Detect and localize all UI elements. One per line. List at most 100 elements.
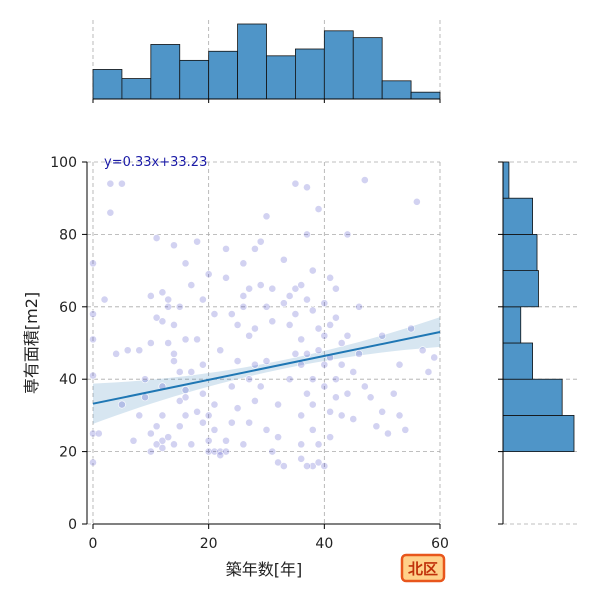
scatter-points xyxy=(89,176,439,470)
scatter-point-156 xyxy=(343,389,352,398)
scatter-point-126 xyxy=(308,462,317,470)
scatter-point-65 xyxy=(204,270,213,279)
scatter-point-15 xyxy=(135,411,144,420)
scatter-point-153 xyxy=(337,411,346,420)
scatter-point-39 xyxy=(164,433,173,442)
scatter-point-73 xyxy=(222,436,230,445)
scatter-point-13 xyxy=(123,346,132,355)
scatter-point-92 xyxy=(256,281,265,289)
scatter-point-131 xyxy=(314,205,323,213)
top-hist-bar-5 xyxy=(237,23,267,100)
scatter-point-77 xyxy=(233,357,242,365)
scatter-point-96 xyxy=(268,284,277,293)
scatter-point-95 xyxy=(262,357,271,365)
regression-line-group xyxy=(92,331,441,405)
y-tick-label-3: 60 xyxy=(59,300,77,316)
top-hist-bar-11 xyxy=(410,91,441,100)
scatter-point-12 xyxy=(118,400,126,409)
scatter-point-146 xyxy=(331,284,340,293)
y-tick-label-0: 0 xyxy=(68,517,77,533)
scatter-point-2 xyxy=(94,429,103,438)
scatter-point-46 xyxy=(198,360,207,369)
scatter-point-148 xyxy=(320,299,329,308)
scatter-point-32 xyxy=(181,386,190,394)
scatter-point-62 xyxy=(193,407,201,416)
scatter-point-40 xyxy=(170,440,178,449)
scatter-point-98 xyxy=(274,400,282,409)
scatter-point-174 xyxy=(378,331,387,340)
scatter-point-80 xyxy=(245,284,254,293)
top-hist-bar-6 xyxy=(266,55,296,100)
scatter-point-158 xyxy=(355,302,363,311)
scatter-point-171 xyxy=(424,368,433,376)
scatter-point-44 xyxy=(193,237,201,246)
scatter-point-79 xyxy=(239,302,248,311)
scatter-point-172 xyxy=(430,353,439,362)
scatter-point-71 xyxy=(222,447,230,456)
scatter-point-74 xyxy=(227,418,236,427)
scatter-point-157 xyxy=(349,415,358,423)
scatter-point-30 xyxy=(175,397,184,405)
top-hist-bar-3 xyxy=(179,59,210,100)
scatter-point-144 xyxy=(326,273,335,282)
scatter-point-151 xyxy=(331,313,340,322)
scatter-point-165 xyxy=(389,389,398,398)
x-tick-label-0: 0 xyxy=(89,536,98,552)
scatter-point-93 xyxy=(262,212,271,221)
scatter-point-141 xyxy=(320,360,329,369)
scatter-point-55 xyxy=(152,313,161,322)
scatter-point-102 xyxy=(251,360,259,369)
scatter-point-164 xyxy=(384,429,392,438)
scatter-point-25 xyxy=(164,302,173,311)
scatter-point-124 xyxy=(303,389,311,398)
scatter-point-33 xyxy=(181,335,190,344)
scatter-point-170 xyxy=(418,346,427,355)
scatter-point-112 xyxy=(291,284,300,293)
scatter-point-81 xyxy=(245,375,254,384)
right-hist-bar-4 xyxy=(502,342,533,380)
scatter-point-69 xyxy=(210,447,219,456)
scatter-point-161 xyxy=(366,393,375,402)
scatter-point-105 xyxy=(268,447,277,456)
scatter-point-7 xyxy=(100,295,109,304)
scatter-point-163 xyxy=(378,407,387,416)
scatter-point-78 xyxy=(239,259,248,268)
scatter-point-166 xyxy=(395,360,404,369)
scatter-point-97 xyxy=(268,317,277,326)
scatter-point-11 xyxy=(112,349,121,358)
scatter-point-6 xyxy=(89,259,97,268)
scatter-point-57 xyxy=(164,295,173,304)
scatter-point-143 xyxy=(320,382,329,391)
scatter-point-53 xyxy=(141,393,149,402)
scatter-point-26 xyxy=(164,339,173,347)
scatter-point-49 xyxy=(204,411,213,420)
scatter-point-90 xyxy=(251,244,259,253)
scatter-point-38 xyxy=(158,444,167,452)
scatter-point-134 xyxy=(303,462,311,470)
scatter-point-48 xyxy=(204,436,213,445)
scatter-point-17 xyxy=(146,292,155,300)
scatter-point-168 xyxy=(407,324,415,333)
scatter-point-87 xyxy=(233,404,242,413)
confidence-band xyxy=(93,317,440,424)
scatter-point-130 xyxy=(314,346,323,355)
top-hist-bar-8 xyxy=(323,30,354,100)
top-hist-bar-10 xyxy=(381,80,412,100)
y-tick-label-5: 100 xyxy=(50,155,77,171)
main-scatter-panel: 0 20 40 60 0 20 40 60 80 100 y=0.33x+33.23 築年数[年]… xyxy=(22,155,449,579)
right-hist-bar-5 xyxy=(502,306,522,344)
scatter-point-45 xyxy=(193,335,201,344)
scatter-point-178 xyxy=(331,375,340,384)
scatter-point-18 xyxy=(152,234,161,242)
scatter-point-167 xyxy=(395,411,404,420)
right-hist-bar-3 xyxy=(502,378,563,416)
scatter-point-84 xyxy=(222,273,230,282)
scatter-point-88 xyxy=(239,440,248,449)
right-hist-bar-7 xyxy=(502,233,538,271)
scatter-point-111 xyxy=(291,179,300,188)
main-axes: 0 20 40 60 0 20 40 60 80 100 xyxy=(50,155,449,552)
top-hist-bar-2 xyxy=(150,44,181,100)
scatter-point-101 xyxy=(245,331,254,340)
scatter-point-43 xyxy=(187,368,196,376)
